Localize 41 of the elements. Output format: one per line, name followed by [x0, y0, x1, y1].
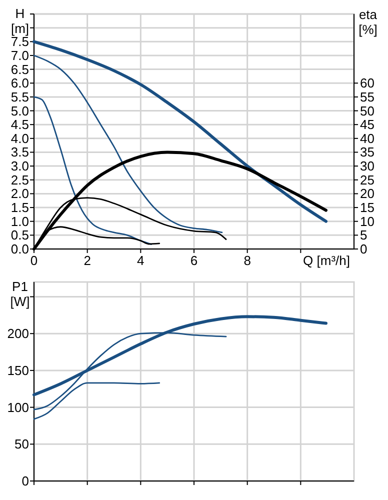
y2-tick-label: 25: [360, 172, 374, 188]
y2-tick-label: 60: [360, 76, 374, 91]
y-tick-label: 0.0: [10, 242, 29, 256]
x-tick-label: 4: [137, 253, 144, 268]
y-tick-label: 2.5: [10, 172, 29, 188]
y2-tick-label: 50: [360, 103, 374, 118]
y-tick-label: 1.5: [10, 200, 29, 216]
y2-tick-label: 45: [360, 117, 374, 132]
y2-tick-label: 15: [360, 200, 374, 216]
y2-axis-title: eta [%]: [358, 7, 378, 37]
y-tick-label: 50: [14, 436, 29, 452]
y-axis-title: H [m]: [10, 6, 30, 36]
x-tick-label: 2: [84, 253, 91, 268]
y-tick-label: 100: [7, 400, 29, 415]
y2-tick-label: 5: [360, 228, 368, 243]
y-tick-label: 5.0: [10, 103, 29, 118]
y-tick-label: 200: [7, 326, 29, 342]
y-tick-label: 1.0: [10, 214, 29, 229]
y2-tick-label: 20: [360, 186, 374, 202]
y-tick-label: 7.0: [10, 48, 29, 63]
y-tick-label: 2.0: [10, 186, 29, 202]
x-tick-label: 8: [244, 253, 251, 268]
y-tick-label: 0: [22, 474, 29, 488]
y-tick-label: 5.5: [10, 89, 29, 104]
y2-tick-label: 0: [360, 242, 368, 256]
x-tick-label: 6: [190, 253, 198, 268]
y2-tick-label: 55: [360, 89, 374, 104]
y-tick-label: 150: [7, 362, 29, 378]
y-tick-label: 6.5: [10, 62, 29, 77]
y2-tick-label: 35: [360, 144, 374, 160]
y-tick-label: 4.0: [10, 130, 29, 146]
y-tick-label: 0.5: [10, 228, 29, 243]
y-tick-label: 4.5: [10, 117, 29, 132]
y-tick-label: 6.0: [10, 76, 29, 91]
y2-tick-label: 10: [360, 214, 374, 229]
y2-tick-label: 30: [360, 158, 374, 174]
x-axis-title: Q [m³/h]: [303, 253, 350, 268]
y-tick-label: 3.5: [10, 144, 29, 160]
y-axis-title: P1 [W]: [10, 279, 30, 309]
y2-tick-label: 40: [360, 130, 374, 146]
y-tick-label: 3.0: [10, 158, 29, 174]
